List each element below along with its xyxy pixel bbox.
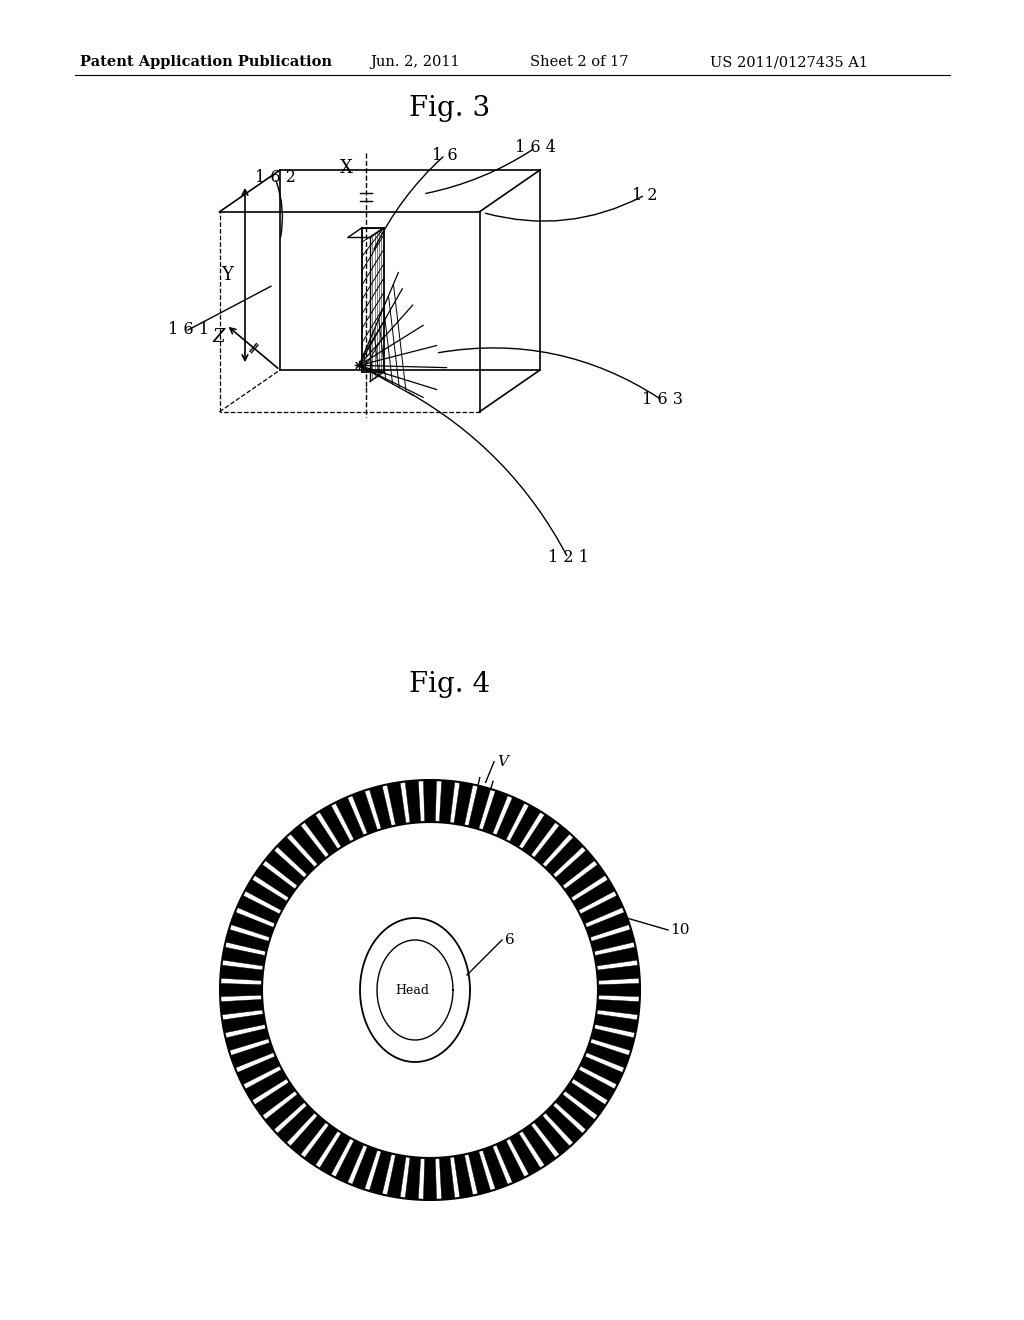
Polygon shape bbox=[497, 797, 524, 840]
Polygon shape bbox=[319, 805, 350, 847]
Polygon shape bbox=[545, 1105, 583, 1143]
Polygon shape bbox=[304, 1125, 338, 1166]
Polygon shape bbox=[406, 780, 421, 824]
Polygon shape bbox=[245, 879, 287, 911]
Text: Z: Z bbox=[212, 327, 224, 346]
Polygon shape bbox=[598, 983, 640, 997]
Text: 1 2: 1 2 bbox=[632, 186, 657, 203]
Polygon shape bbox=[352, 791, 378, 834]
Polygon shape bbox=[276, 1105, 315, 1143]
Polygon shape bbox=[509, 805, 541, 847]
Polygon shape bbox=[335, 797, 364, 840]
Text: 1 2 1: 1 2 1 bbox=[548, 549, 589, 566]
Polygon shape bbox=[319, 1133, 350, 1175]
Text: US 2011/0127435 A1: US 2011/0127435 A1 bbox=[710, 55, 868, 69]
Polygon shape bbox=[586, 1043, 630, 1068]
Polygon shape bbox=[352, 1146, 378, 1189]
Polygon shape bbox=[423, 780, 436, 822]
Polygon shape bbox=[555, 850, 595, 886]
Polygon shape bbox=[564, 1082, 606, 1115]
Text: X: X bbox=[339, 158, 352, 177]
Polygon shape bbox=[237, 895, 280, 924]
Polygon shape bbox=[370, 1151, 391, 1195]
Polygon shape bbox=[335, 1140, 364, 1183]
Polygon shape bbox=[580, 895, 623, 924]
Polygon shape bbox=[534, 1115, 570, 1155]
Polygon shape bbox=[586, 912, 630, 937]
Polygon shape bbox=[597, 999, 640, 1015]
Polygon shape bbox=[595, 946, 638, 966]
Polygon shape bbox=[304, 814, 338, 855]
Text: 1 6 4: 1 6 4 bbox=[515, 140, 555, 157]
Polygon shape bbox=[591, 1028, 635, 1051]
Polygon shape bbox=[522, 1125, 556, 1166]
Polygon shape bbox=[468, 1151, 490, 1195]
Text: 1 6: 1 6 bbox=[432, 147, 458, 164]
Polygon shape bbox=[595, 1014, 638, 1034]
Text: Head: Head bbox=[395, 983, 429, 997]
Polygon shape bbox=[482, 791, 508, 834]
Polygon shape bbox=[597, 965, 640, 981]
Polygon shape bbox=[254, 1082, 296, 1115]
Polygon shape bbox=[290, 825, 326, 865]
Polygon shape bbox=[290, 1115, 326, 1155]
Polygon shape bbox=[220, 999, 263, 1015]
Polygon shape bbox=[572, 1069, 615, 1101]
Polygon shape bbox=[220, 983, 262, 997]
Polygon shape bbox=[225, 1028, 269, 1051]
Text: 1 6 1: 1 6 1 bbox=[168, 322, 209, 338]
Polygon shape bbox=[237, 1056, 280, 1085]
Polygon shape bbox=[220, 965, 263, 981]
Text: 6: 6 bbox=[505, 933, 515, 946]
Polygon shape bbox=[230, 912, 274, 937]
Polygon shape bbox=[230, 1043, 274, 1068]
Polygon shape bbox=[276, 837, 315, 875]
Text: 1 6 3: 1 6 3 bbox=[641, 392, 683, 408]
Polygon shape bbox=[497, 1140, 524, 1183]
Text: Fig. 3: Fig. 3 bbox=[410, 95, 490, 121]
Polygon shape bbox=[254, 865, 296, 898]
Polygon shape bbox=[564, 865, 606, 898]
Polygon shape bbox=[423, 1158, 436, 1200]
Polygon shape bbox=[245, 1069, 287, 1101]
Text: Patent Application Publication: Patent Application Publication bbox=[80, 55, 332, 69]
Polygon shape bbox=[534, 825, 570, 865]
Polygon shape bbox=[387, 783, 407, 825]
Text: Fig. 4: Fig. 4 bbox=[410, 672, 490, 698]
Polygon shape bbox=[572, 879, 615, 911]
Polygon shape bbox=[225, 929, 269, 952]
Polygon shape bbox=[454, 1155, 473, 1197]
Polygon shape bbox=[265, 1094, 305, 1130]
Polygon shape bbox=[545, 837, 583, 875]
Polygon shape bbox=[522, 814, 556, 855]
Polygon shape bbox=[591, 929, 635, 952]
Polygon shape bbox=[222, 1014, 265, 1034]
Polygon shape bbox=[555, 1094, 595, 1130]
Polygon shape bbox=[265, 850, 305, 886]
Polygon shape bbox=[439, 1156, 455, 1200]
Polygon shape bbox=[387, 1155, 407, 1197]
Text: V: V bbox=[497, 755, 508, 768]
Text: Sheet 2 of 17: Sheet 2 of 17 bbox=[530, 55, 629, 69]
Polygon shape bbox=[370, 785, 391, 829]
Polygon shape bbox=[222, 946, 265, 966]
Polygon shape bbox=[509, 1133, 541, 1175]
Text: 10: 10 bbox=[670, 923, 689, 937]
Polygon shape bbox=[406, 1156, 421, 1200]
Text: Y: Y bbox=[221, 267, 232, 284]
Text: 1 6 2: 1 6 2 bbox=[255, 169, 296, 186]
Polygon shape bbox=[580, 1056, 623, 1085]
Polygon shape bbox=[482, 1146, 508, 1189]
Text: Jun. 2, 2011: Jun. 2, 2011 bbox=[370, 55, 460, 69]
Polygon shape bbox=[468, 785, 490, 829]
Polygon shape bbox=[439, 780, 455, 824]
Polygon shape bbox=[454, 783, 473, 825]
